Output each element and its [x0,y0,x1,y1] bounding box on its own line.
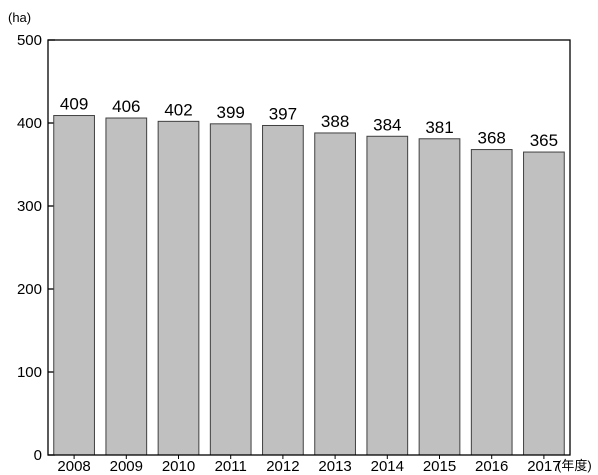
x-tick-label: 2008 [57,458,90,475]
y-tick-label: 300 [17,198,42,215]
x-tick-label: 2010 [162,458,195,475]
data-label: 406 [112,97,140,116]
y-axis-unit-label: (ha) [8,10,31,25]
y-tick-label: 100 [17,364,42,381]
bar [157,120,200,456]
x-axis-unit-label: (年度) [557,458,592,473]
x-tick-label: 2015 [423,458,456,475]
y-tick-label: 0 [34,447,42,464]
bars-group [53,115,565,456]
x-tick-label: 2012 [266,458,299,475]
data-label: 368 [478,129,506,148]
x-tick-label: 2011 [215,458,247,475]
data-label: 397 [269,104,297,123]
y-tick-label: 400 [17,115,42,132]
data-labels-group: 409 406 402 399 397 388 384 381 368 365 [60,95,558,151]
data-label: 388 [321,112,349,131]
y-tick-label: 200 [17,281,42,298]
x-tick-label: 2017 [527,458,560,475]
bar [53,115,95,456]
data-label: 409 [60,95,88,114]
plot-frame [47,39,571,456]
y-tick-label: 500 [17,32,42,49]
x-axis-ticks: 2008 2009 2010 2011 2012 2013 2014 2015 2016 2017 [57,455,561,475]
x-tick-label: 2014 [371,458,404,475]
x-tick-label: 2016 [475,458,508,475]
bar [523,151,565,456]
x-tick-label: 2009 [110,458,143,475]
data-label: 402 [164,100,192,119]
bar [209,123,252,456]
data-label: 365 [530,131,558,150]
bar [366,135,409,456]
bar [314,132,356,456]
data-label: 381 [425,118,453,137]
bar [105,117,148,456]
bar [262,124,304,456]
y-axis-ticks: 0 100 200 300 400 500 [17,32,55,464]
data-label: 399 [217,103,245,122]
bar [418,138,461,456]
x-tick-label: 2013 [318,458,351,475]
bar [470,149,513,456]
data-label: 384 [373,115,401,134]
